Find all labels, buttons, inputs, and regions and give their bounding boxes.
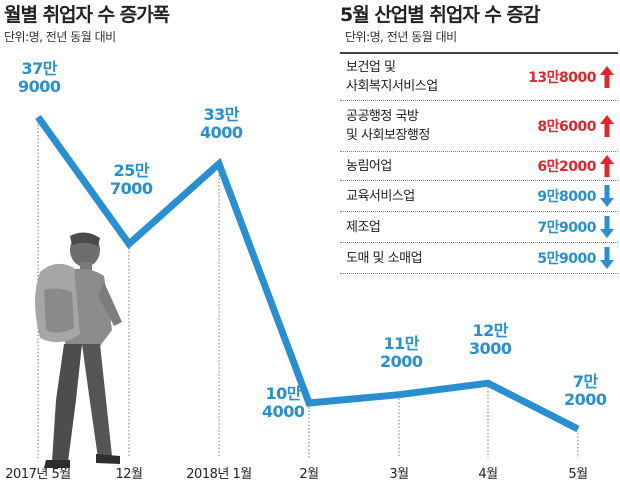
industry-table: 보건업 및 사회복지서비스업 13만8000 공공행정 국방 및 사회보장행정 8만6… <box>340 52 618 274</box>
arrow-up-icon <box>600 155 614 177</box>
data-points <box>37 116 579 430</box>
table-row: 교육서비스업 9만8000 <box>340 181 618 212</box>
industry-value: 6만2000 <box>537 159 596 175</box>
industry-value: 5만9000 <box>537 251 596 267</box>
x-tick-label: 2017년 5월 <box>5 467 71 482</box>
x-tick-label: 3월 <box>389 467 409 482</box>
table-row: 농림어업 6만2000 <box>340 152 618 181</box>
x-tick-label: 2018년 1월 <box>186 467 252 482</box>
data-label: 7만 2000 <box>564 372 607 409</box>
arrow-up-icon <box>600 115 614 137</box>
table-title: 5월 산업별 취업자 수 증감 <box>340 4 540 26</box>
industry-name: 도매 및 소매업 <box>346 250 423 266</box>
industry-change: 8만6000 <box>537 115 614 137</box>
data-label: 12만 3000 <box>469 321 512 358</box>
industry-change: 5만9000 <box>537 247 614 269</box>
industry-name: 보건업 및 사회복지서비스업 <box>346 60 438 94</box>
chart-title: 월별 취업자 수 증가폭 <box>4 4 170 26</box>
x-tick-label: 4월 <box>478 467 498 482</box>
industry-value: 8만6000 <box>537 119 596 135</box>
arrow-down-icon <box>600 185 614 207</box>
data-label: 33만 4000 <box>200 105 243 142</box>
data-label: 11만 2000 <box>380 334 423 371</box>
industry-value: 9만8000 <box>537 189 596 205</box>
walking-person-illustration <box>35 232 122 468</box>
table-row: 도매 및 소매업 5만9000 <box>340 243 618 274</box>
data-label: 10만 4000 <box>262 384 305 421</box>
data-label: 25만 7000 <box>110 161 153 198</box>
table-row: 제조업 7만9000 <box>340 212 618 243</box>
table-unit: 단위:명, 전년 동월 대비 <box>345 30 457 44</box>
industry-value: 7만9000 <box>537 220 596 236</box>
arrow-down-icon <box>600 216 614 238</box>
industry-name: 공공행정 국방 및 사회보장행정 <box>346 109 430 143</box>
data-label: 37만 9000 <box>18 59 61 96</box>
industry-name: 제조업 <box>346 219 381 235</box>
table-row: 공공행정 국방 및 사회보장행정 8만6000 <box>340 101 618 152</box>
industry-change: 13만8000 <box>528 66 614 88</box>
industry-name: 교육서비스업 <box>346 188 415 204</box>
industry-value: 13만8000 <box>528 70 596 86</box>
chart-unit: 단위:명, 전년 동월 대비 <box>4 30 116 44</box>
x-tick-label: 2월 <box>299 467 319 482</box>
table-row: 보건업 및 사회복지서비스업 13만8000 <box>340 54 618 101</box>
industry-name: 농림어업 <box>346 158 392 174</box>
x-tick-label: 12월 <box>115 467 143 482</box>
industry-change: 6만2000 <box>537 155 614 177</box>
industry-change: 7만9000 <box>537 216 614 238</box>
industry-change: 9만8000 <box>537 185 614 207</box>
arrow-down-icon <box>600 247 614 269</box>
x-tick-label: 5월 <box>568 467 588 482</box>
arrow-up-icon <box>600 66 614 88</box>
